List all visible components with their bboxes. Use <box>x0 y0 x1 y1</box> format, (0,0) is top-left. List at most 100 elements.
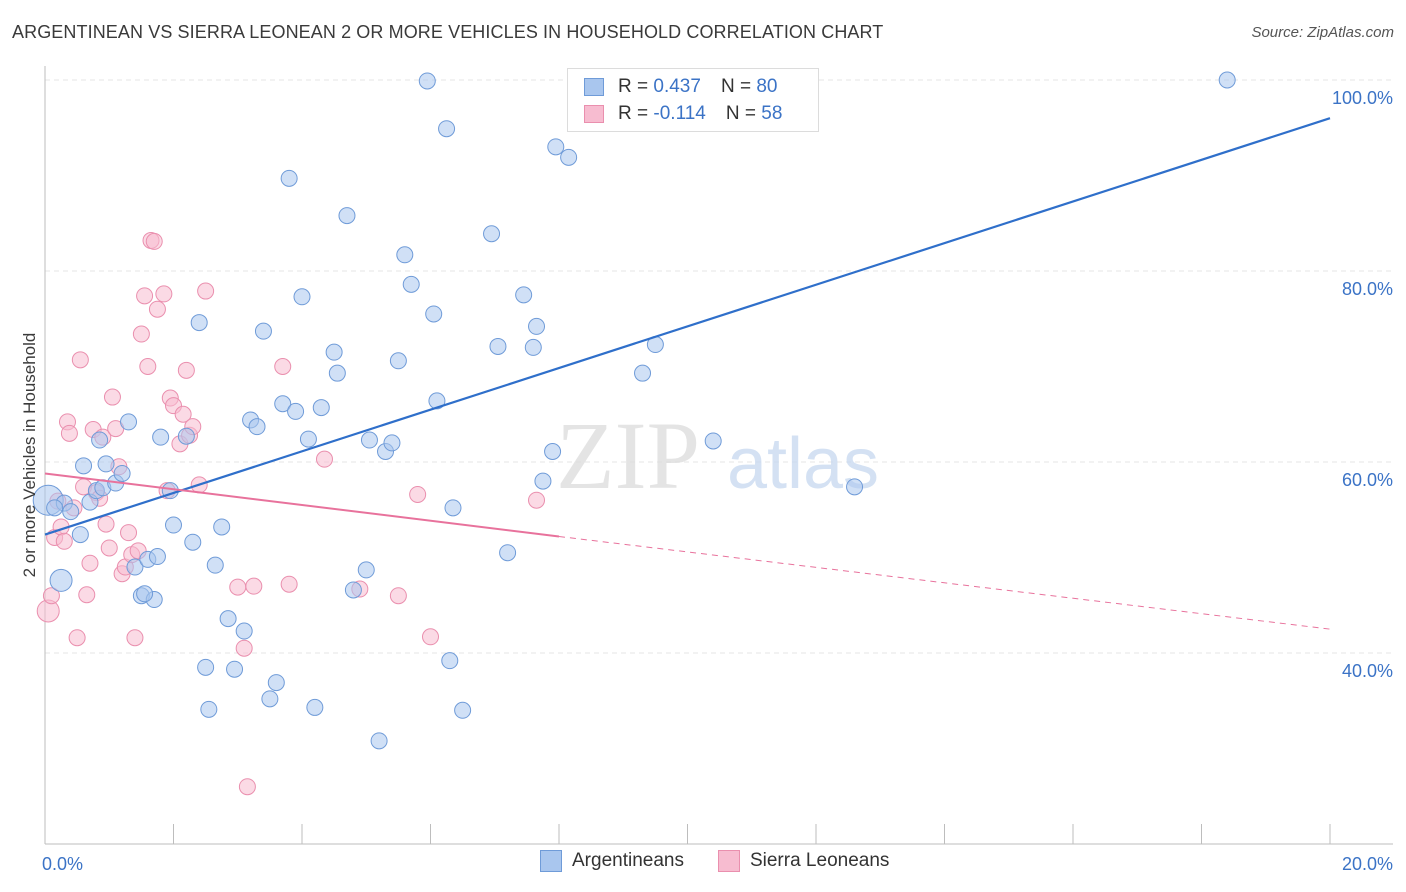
argentinean-point <box>383 434 401 452</box>
argentinean-point <box>254 322 272 340</box>
argentinean-point <box>206 556 224 574</box>
legend-n-value: 80 <box>756 76 778 97</box>
argentinean-point <box>438 120 456 138</box>
sierra-leonean-point <box>42 587 60 605</box>
argentinean-point <box>524 338 542 356</box>
sierra-leonean-point <box>60 424 78 442</box>
legend-swatch-blue <box>540 850 562 872</box>
argentinean-point <box>213 518 231 536</box>
series-legend: Argentineans Sierra Leoneans <box>540 850 923 872</box>
argentinean-point <box>91 431 109 449</box>
argentinean-point <box>306 698 324 716</box>
sierra-leonean-points <box>36 231 546 796</box>
argentinean-point <box>197 658 215 676</box>
argentinean-point <box>515 286 533 304</box>
argentinean-point <box>152 428 170 446</box>
x-tick-label: 20.0% <box>1342 854 1393 874</box>
y-tick-label: 40.0% <box>1342 661 1393 681</box>
sierra-leonean-point <box>71 351 89 369</box>
argentinean-point <box>267 674 285 692</box>
sierra-leonean-point <box>55 532 73 550</box>
argentinean-point <box>389 352 407 370</box>
sierra-leonean-point <box>145 232 163 250</box>
argentinean-point <box>126 558 144 576</box>
sierra-leonean-point <box>78 586 96 604</box>
y-tick-label: 80.0% <box>1342 279 1393 299</box>
legend-n-label: N = <box>720 76 752 97</box>
argentinean-point <box>97 455 115 473</box>
sierra-leonean-point <box>100 539 118 557</box>
argentinean-point <box>299 430 317 448</box>
argentinean-point <box>846 478 864 496</box>
argentinean-point <box>338 207 356 225</box>
argentinean-point <box>425 305 443 323</box>
argentinean-point <box>402 275 420 293</box>
x-tick-labels: 0.0% 20.0% <box>42 854 1393 874</box>
argentinean-point <box>428 392 446 410</box>
sierra-leonean-point <box>136 287 154 305</box>
argentinean-point <box>444 499 462 517</box>
argentinean-point <box>328 364 346 382</box>
y-tick-labels: 40.0% 60.0% 80.0% 100.0% <box>1332 88 1393 681</box>
argentinean-point <box>528 317 546 335</box>
sierra-leonean-point <box>409 485 427 503</box>
argentinean-point <box>280 169 298 187</box>
sierra-leonean-point <box>274 358 292 375</box>
argentinean-point <box>544 442 562 460</box>
argentinean-point <box>46 499 64 517</box>
argentinean-point <box>261 690 279 708</box>
argentinean-point <box>489 337 507 355</box>
argentinean-point <box>62 503 80 521</box>
legend-item-sierra-leoneans[interactable]: Sierra Leoneans <box>717 850 889 872</box>
y-axis-title: 2 or more Vehicles in Household <box>20 332 39 578</box>
argentinean-point <box>344 581 362 599</box>
argentinean-point <box>274 395 292 413</box>
sierra-leonean-point <box>177 361 195 379</box>
argentinean-point <box>71 526 89 544</box>
legend-n-label: N = <box>725 103 756 124</box>
argentinean-point <box>454 701 472 719</box>
argentinean-trend-line <box>44 117 1331 536</box>
argentinean-point <box>1218 71 1236 89</box>
sierra-leonean-point <box>155 285 173 303</box>
x-tick-label: 0.0% <box>42 854 83 874</box>
legend-item-argentineans[interactable]: Argentineans <box>540 850 684 872</box>
argentinean-point <box>75 457 93 475</box>
legend-label-argentineans: Argentineans <box>572 850 684 871</box>
sierra-leonean-trend-extension <box>558 535 1331 630</box>
sierra-leonean-point <box>280 575 298 593</box>
argentinean-point <box>418 72 436 90</box>
watermark-zip: ZIP <box>556 402 700 509</box>
legend-swatch-pink <box>717 850 740 872</box>
argentinean-point <box>184 533 202 551</box>
sierra-leonean-point <box>174 405 192 423</box>
grid-lines <box>45 79 1393 654</box>
argentinean-point <box>547 138 565 156</box>
legend-swatch-blue <box>584 78 604 96</box>
argentinean-point <box>360 431 378 449</box>
legend-r-label: R = <box>618 76 649 97</box>
legend-r-value: 0.437 <box>653 76 701 97</box>
argentinean-point <box>136 585 154 603</box>
sierra-leonean-point <box>132 325 150 343</box>
sierra-leonean-point <box>81 554 99 572</box>
argentinean-point <box>370 732 388 750</box>
sierra-leonean-point <box>68 629 86 647</box>
legend-n-value: 58 <box>761 103 783 124</box>
sierra-leonean-point <box>245 577 263 595</box>
sierra-leonean-point <box>422 628 439 646</box>
argentinean-point <box>483 225 501 243</box>
sierra-leonean-point <box>389 587 407 605</box>
argentinean-point <box>441 652 459 670</box>
sierra-leonean-point <box>229 578 247 596</box>
argentinean-points <box>32 71 1236 750</box>
argentinean-point <box>177 427 195 445</box>
argentinean-point <box>200 700 218 718</box>
argentinean-point <box>148 548 166 566</box>
legend-r-value: -0.114 <box>653 103 706 124</box>
legend-row-argentineans: R = 0.437 N = 80 <box>584 75 777 99</box>
sierra-leonean-point <box>139 358 157 375</box>
sierra-leonean-point <box>126 629 144 647</box>
trend-lines <box>44 117 1331 630</box>
